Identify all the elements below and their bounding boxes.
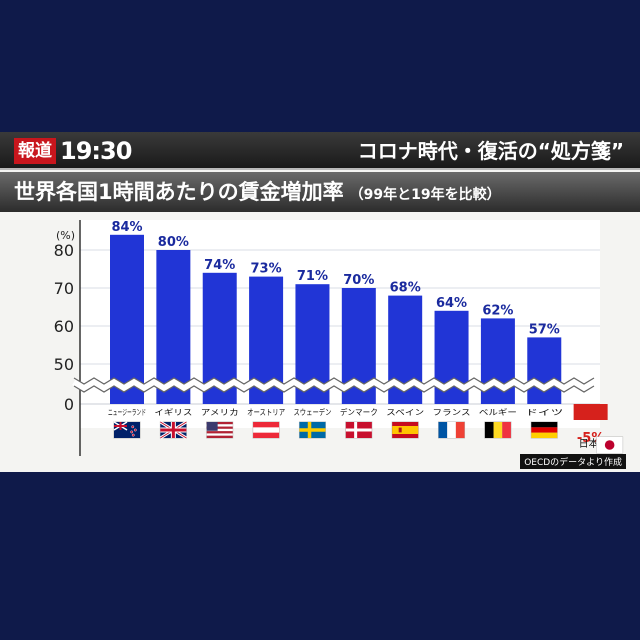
flag-belgium-icon (484, 421, 512, 439)
x-tick-label: ドイツ (525, 408, 563, 417)
flag-denmark-icon (345, 421, 373, 439)
axis-break-line-upper (73, 377, 595, 385)
x-tick-label: スウェーデン (293, 407, 331, 417)
headline: コロナ時代・復活の“処方箋” (357, 139, 624, 163)
y-tick-label: 60 (54, 317, 74, 336)
flag-new-zealand-icon (113, 421, 141, 439)
bar (573, 404, 608, 420)
data-label: 68% (390, 281, 421, 296)
flag-japan-icon (596, 436, 624, 454)
program-logo: 報道 19:30 (14, 137, 132, 165)
chart-title: 世界各国1時間あたりの賃金増加率 (14, 180, 344, 204)
y-tick-label: 50 (54, 355, 74, 374)
flag-sweden-icon (298, 421, 326, 439)
x-tick-label: イギリス (154, 408, 192, 417)
axis-break-line-lower (73, 385, 595, 393)
x-tick-label: スペイン (386, 408, 424, 417)
x-tick-label: 日本 (579, 437, 599, 450)
flag-united-kingdom-icon (159, 420, 188, 440)
flag-france-icon (438, 421, 466, 439)
data-label: 71% (297, 269, 328, 284)
data-label: 73% (251, 262, 282, 277)
y-tick-label: 70 (54, 279, 74, 298)
axis-break-gap (72, 377, 596, 393)
x-tick-label: デンマーク (340, 407, 378, 417)
flag-germany-icon (530, 421, 558, 439)
data-label: 80% (158, 235, 189, 250)
chart-title-bar: 世界各国1時間あたりの賃金増加率 （99年と19年を比較） (0, 172, 640, 212)
bar (110, 234, 144, 404)
x-tick-label: ニュージーランド (108, 408, 146, 417)
y-tick-label: 80 (54, 241, 74, 260)
x-tick-label: ベルギー (479, 408, 517, 417)
program-badge: 報道 (14, 138, 56, 164)
data-label: 64% (436, 296, 467, 311)
chart-subtitle: （99年と19年を比較） (349, 187, 501, 203)
data-label: 74% (204, 258, 235, 273)
flag-united-states-icon (206, 421, 234, 439)
y-axis-label: (%) (56, 229, 75, 242)
x-tick-label: フランス (433, 408, 471, 417)
bar-chart: (%) 0 50 60 70 80 84% ニュージーランド 80% イギリス 74% アメリカ 73%… (54, 220, 624, 456)
program-time: 19:30 (60, 137, 132, 165)
data-label: 84% (111, 220, 142, 235)
x-tick-label: オーストリア (247, 408, 285, 417)
bar (527, 337, 562, 404)
program-bar: 報道 19:30 コロナ時代・復活の“処方箋” (0, 132, 640, 170)
source-note: OECDのデータより作成 (520, 454, 626, 469)
data-label: 70% (343, 273, 374, 288)
data-label: 57% (529, 322, 560, 337)
y-tick-label: 0 (64, 395, 74, 414)
chart-title-row: 世界各国1時間あたりの賃金増加率 （99年と19年を比較） (14, 178, 501, 209)
data-label: 62% (482, 303, 513, 318)
tv-screen: 報道 19:30 コロナ時代・復活の“処方箋” 世界各国1時間あたりの賃金増加率… (0, 132, 640, 472)
flag-austria-icon (252, 421, 280, 439)
x-tick-label: アメリカ (201, 408, 239, 417)
flag-spain-icon (391, 421, 419, 439)
